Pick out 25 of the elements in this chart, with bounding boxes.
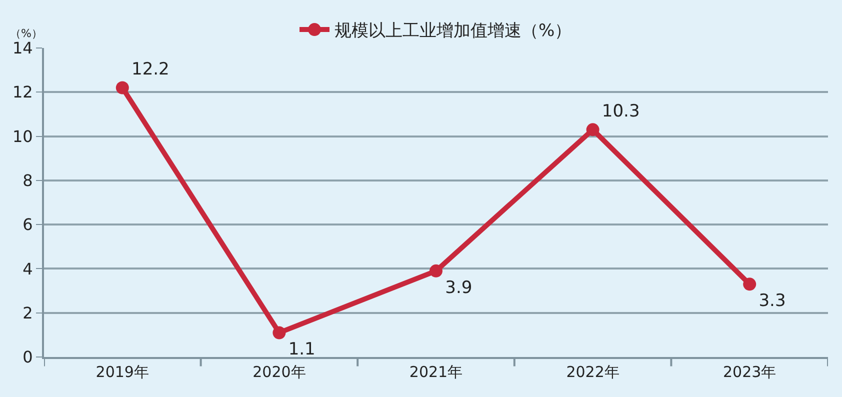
data-label: 1.1 xyxy=(288,340,316,360)
y-tick-label: 6 xyxy=(22,215,33,234)
legend-label: 规模以上工业增加值增速（%） xyxy=(334,21,572,42)
y-tick-label: 10 xyxy=(12,126,33,146)
y-tick-label: 14 xyxy=(12,38,33,58)
y-tick-label: 0 xyxy=(22,348,33,367)
point xyxy=(272,326,286,340)
data-label: 10.3 xyxy=(602,101,640,122)
data-label: 3.3 xyxy=(758,291,786,312)
data-label: 12.2 xyxy=(132,59,170,80)
x-tick-label: 2020年 xyxy=(252,363,306,381)
point xyxy=(430,264,442,278)
x-tick-label: 2022年 xyxy=(566,363,620,381)
point xyxy=(743,278,756,291)
y-tick-label: 4 xyxy=(22,259,33,278)
x-tick-label: 2023年 xyxy=(723,363,776,381)
point xyxy=(586,123,600,136)
y-tick-label: 8 xyxy=(22,171,33,190)
x-tick-label: 2021年 xyxy=(409,363,463,381)
y-axis-title: （%） xyxy=(10,27,42,40)
data-label: 3.9 xyxy=(445,278,472,298)
point xyxy=(116,81,129,94)
y-tick-label: 12 xyxy=(12,82,33,102)
x-tick-label: 2019年 xyxy=(96,363,149,381)
y-tick-label: 2 xyxy=(22,303,33,322)
